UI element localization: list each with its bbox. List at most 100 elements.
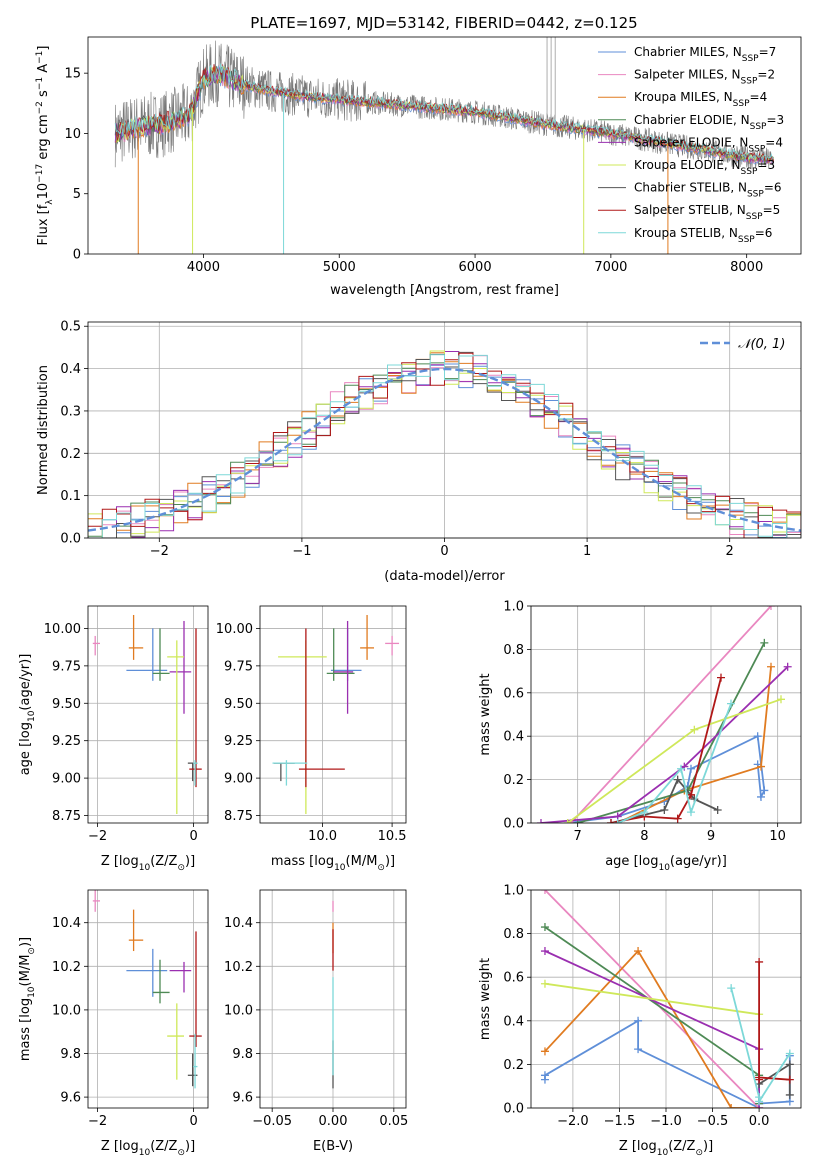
x-axis-label: mass [log10(M/M⊙)]: [271, 854, 395, 873]
y-tick-label: 0.8: [503, 927, 524, 942]
y-tick-label: 5: [73, 187, 81, 202]
mass-vs-ebv-panel: −0.05 0.00 0.05 9.6 9.8 10.0 10.2 10.4 E(B-V): [224, 889, 408, 1154]
y-tick-label: 0.5: [60, 320, 81, 335]
weight-point-marker: [537, 819, 545, 823]
x-tick-label: 0: [189, 1114, 197, 1129]
weight-point-marker: [717, 673, 725, 682]
y-axis-label: Normed distribution: [36, 365, 51, 495]
axes-frame: [259, 889, 407, 1109]
weight-point-marker: [677, 764, 685, 773]
x-axis-label: (data-model)/error: [384, 569, 505, 584]
residual-histogram-step: [88, 351, 801, 538]
x-axis-label: Z [log10(Z/Z⊙)]: [619, 1139, 713, 1158]
y-tick-label: 10.0: [52, 1003, 81, 1018]
x-tick-label: 0.00: [319, 1114, 348, 1129]
y-tick-label: 9.00: [224, 772, 253, 787]
y-tick-label: 9.50: [52, 697, 81, 712]
axes-frame: [259, 605, 407, 824]
x-axis-label: E(B-V): [313, 1139, 353, 1154]
weight-point-marker: [687, 808, 695, 817]
y-tick-label: 0.2: [60, 447, 81, 462]
weight-point-marker: [767, 662, 775, 671]
age-vs-mass-panel: 10.0 10.5 8.75 9.00 9.25 9.50 9.75 10.00 mass [l…: [216, 605, 407, 873]
axes-frame: [530, 605, 802, 824]
x-tick-label: 8: [640, 829, 648, 844]
weight-point-marker: [540, 979, 549, 988]
y-tick-label: 10: [64, 127, 81, 142]
x-tick-label: 10.5: [378, 829, 407, 844]
weight-point-marker: [767, 606, 775, 610]
y-tick-label: 0.4: [503, 1014, 524, 1029]
x-axis-label: Z [log10(Z/Z⊙)]: [101, 854, 195, 873]
x-tick-label: 5000: [323, 260, 356, 275]
x-tick-label: −2.0: [557, 1114, 589, 1129]
y-tick-label: 0.1: [60, 489, 81, 504]
weight-point-marker: [757, 762, 765, 771]
legend-label: Kroupa MILES, NSSP=4: [634, 90, 767, 109]
x-tick-label: 9: [707, 829, 715, 844]
weight-point-marker: [687, 790, 695, 799]
figure-title: PLATE=1697, MJD=53142, FIBERID=0442, z=0…: [250, 14, 637, 32]
weight-series-line: [544, 982, 760, 1016]
weight-point-marker: [785, 1049, 794, 1058]
weight-series-line: [617, 703, 732, 823]
weight-point-marker: [690, 725, 699, 734]
x-tick-label: 10.0: [308, 829, 337, 844]
y-tick-label: 0.8: [503, 643, 524, 658]
x-tick-label: −0.05: [252, 1114, 292, 1129]
weight-series-line: [544, 1019, 791, 1108]
y-axis-label: age [log10(age/yr)]: [18, 654, 37, 776]
weight-point-marker: [777, 695, 785, 704]
residuals-panel: −2 −1 0 1 2 0.0 0.1 0.2 0.3 0.4 0.5 𝒩(0, 1) (data-mo…: [36, 320, 802, 584]
weight-series-line: [567, 698, 782, 823]
x-tick-label: 7000: [594, 260, 627, 275]
x-tick-label: −2: [88, 1114, 107, 1129]
weight-point-marker: [607, 819, 615, 823]
axes-frame: [87, 36, 802, 255]
y-tick-label: 0.2: [503, 773, 524, 788]
weight-point-marker: [785, 1075, 794, 1084]
normal-curve-line: [88, 367, 801, 532]
weight-point-marker: [727, 699, 735, 708]
y-tick-label: 9.25: [52, 734, 81, 749]
legend-label: Salpeter MILES, NSSP=2: [634, 68, 775, 87]
y-axis-label: mass weight: [478, 958, 493, 1040]
legend-label: Chabrier ELODIE, NSSP=3: [634, 113, 784, 132]
weight-point-marker: [785, 1060, 794, 1069]
weight-point-marker: [660, 805, 669, 814]
y-tick-label: 9.00: [52, 772, 81, 787]
x-tick-label: −1.0: [650, 1114, 682, 1129]
x-axis-label: wavelength [Angstrom, rest frame]: [330, 283, 559, 298]
x-tick-label: 0: [440, 544, 448, 559]
weight-point-marker: [540, 890, 549, 894]
legend-label: Salpeter STELIB, NSSP=5: [634, 203, 780, 222]
age-vs-metallicity-panel: −2 0 8.75 9.00 9.25 9.50 9.75 10.00 Z [log10(Z/Z…: [18, 605, 209, 873]
y-tick-label: 0: [73, 248, 81, 263]
y-tick-label: 0.0: [503, 817, 524, 832]
spectrum-panel: 4000 5000 6000 7000 8000 0 5 10 15 Chabrier MILES…: [35, 36, 802, 298]
axes-frame: [87, 605, 209, 824]
x-tick-label: 0: [189, 829, 197, 844]
weight-point-marker: [634, 1045, 643, 1054]
plot-area: [537, 606, 792, 823]
weight-point-marker: [753, 732, 762, 741]
model-spectrum-line: [114, 63, 774, 161]
y-axis-label: mass [log10(M/M⊙)]: [18, 937, 37, 1061]
weight-series-line: [617, 666, 772, 823]
weight-point-marker: [634, 947, 643, 956]
y-tick-label: 9.8: [232, 1047, 253, 1062]
model-spectrum-line: [115, 64, 774, 162]
x-tick-label: −0.5: [697, 1114, 729, 1129]
x-tick-label: −1.5: [604, 1114, 636, 1129]
y-tick-label: 9.6: [232, 1091, 253, 1106]
axes-frame: [530, 889, 802, 1109]
y-tick-label: 8.75: [224, 809, 253, 824]
x-tick-label: 0.0: [749, 1114, 770, 1129]
x-tick-label: 10: [769, 829, 786, 844]
y-tick-label: 0.2: [503, 1058, 524, 1073]
y-tick-label: 1.0: [503, 600, 524, 615]
plot-area: [114, 37, 774, 254]
y-tick-label: 1.0: [503, 884, 524, 899]
x-axis-label: Z [log10(Z/Z⊙)]: [101, 1139, 195, 1158]
weight-point-marker: [673, 814, 682, 823]
